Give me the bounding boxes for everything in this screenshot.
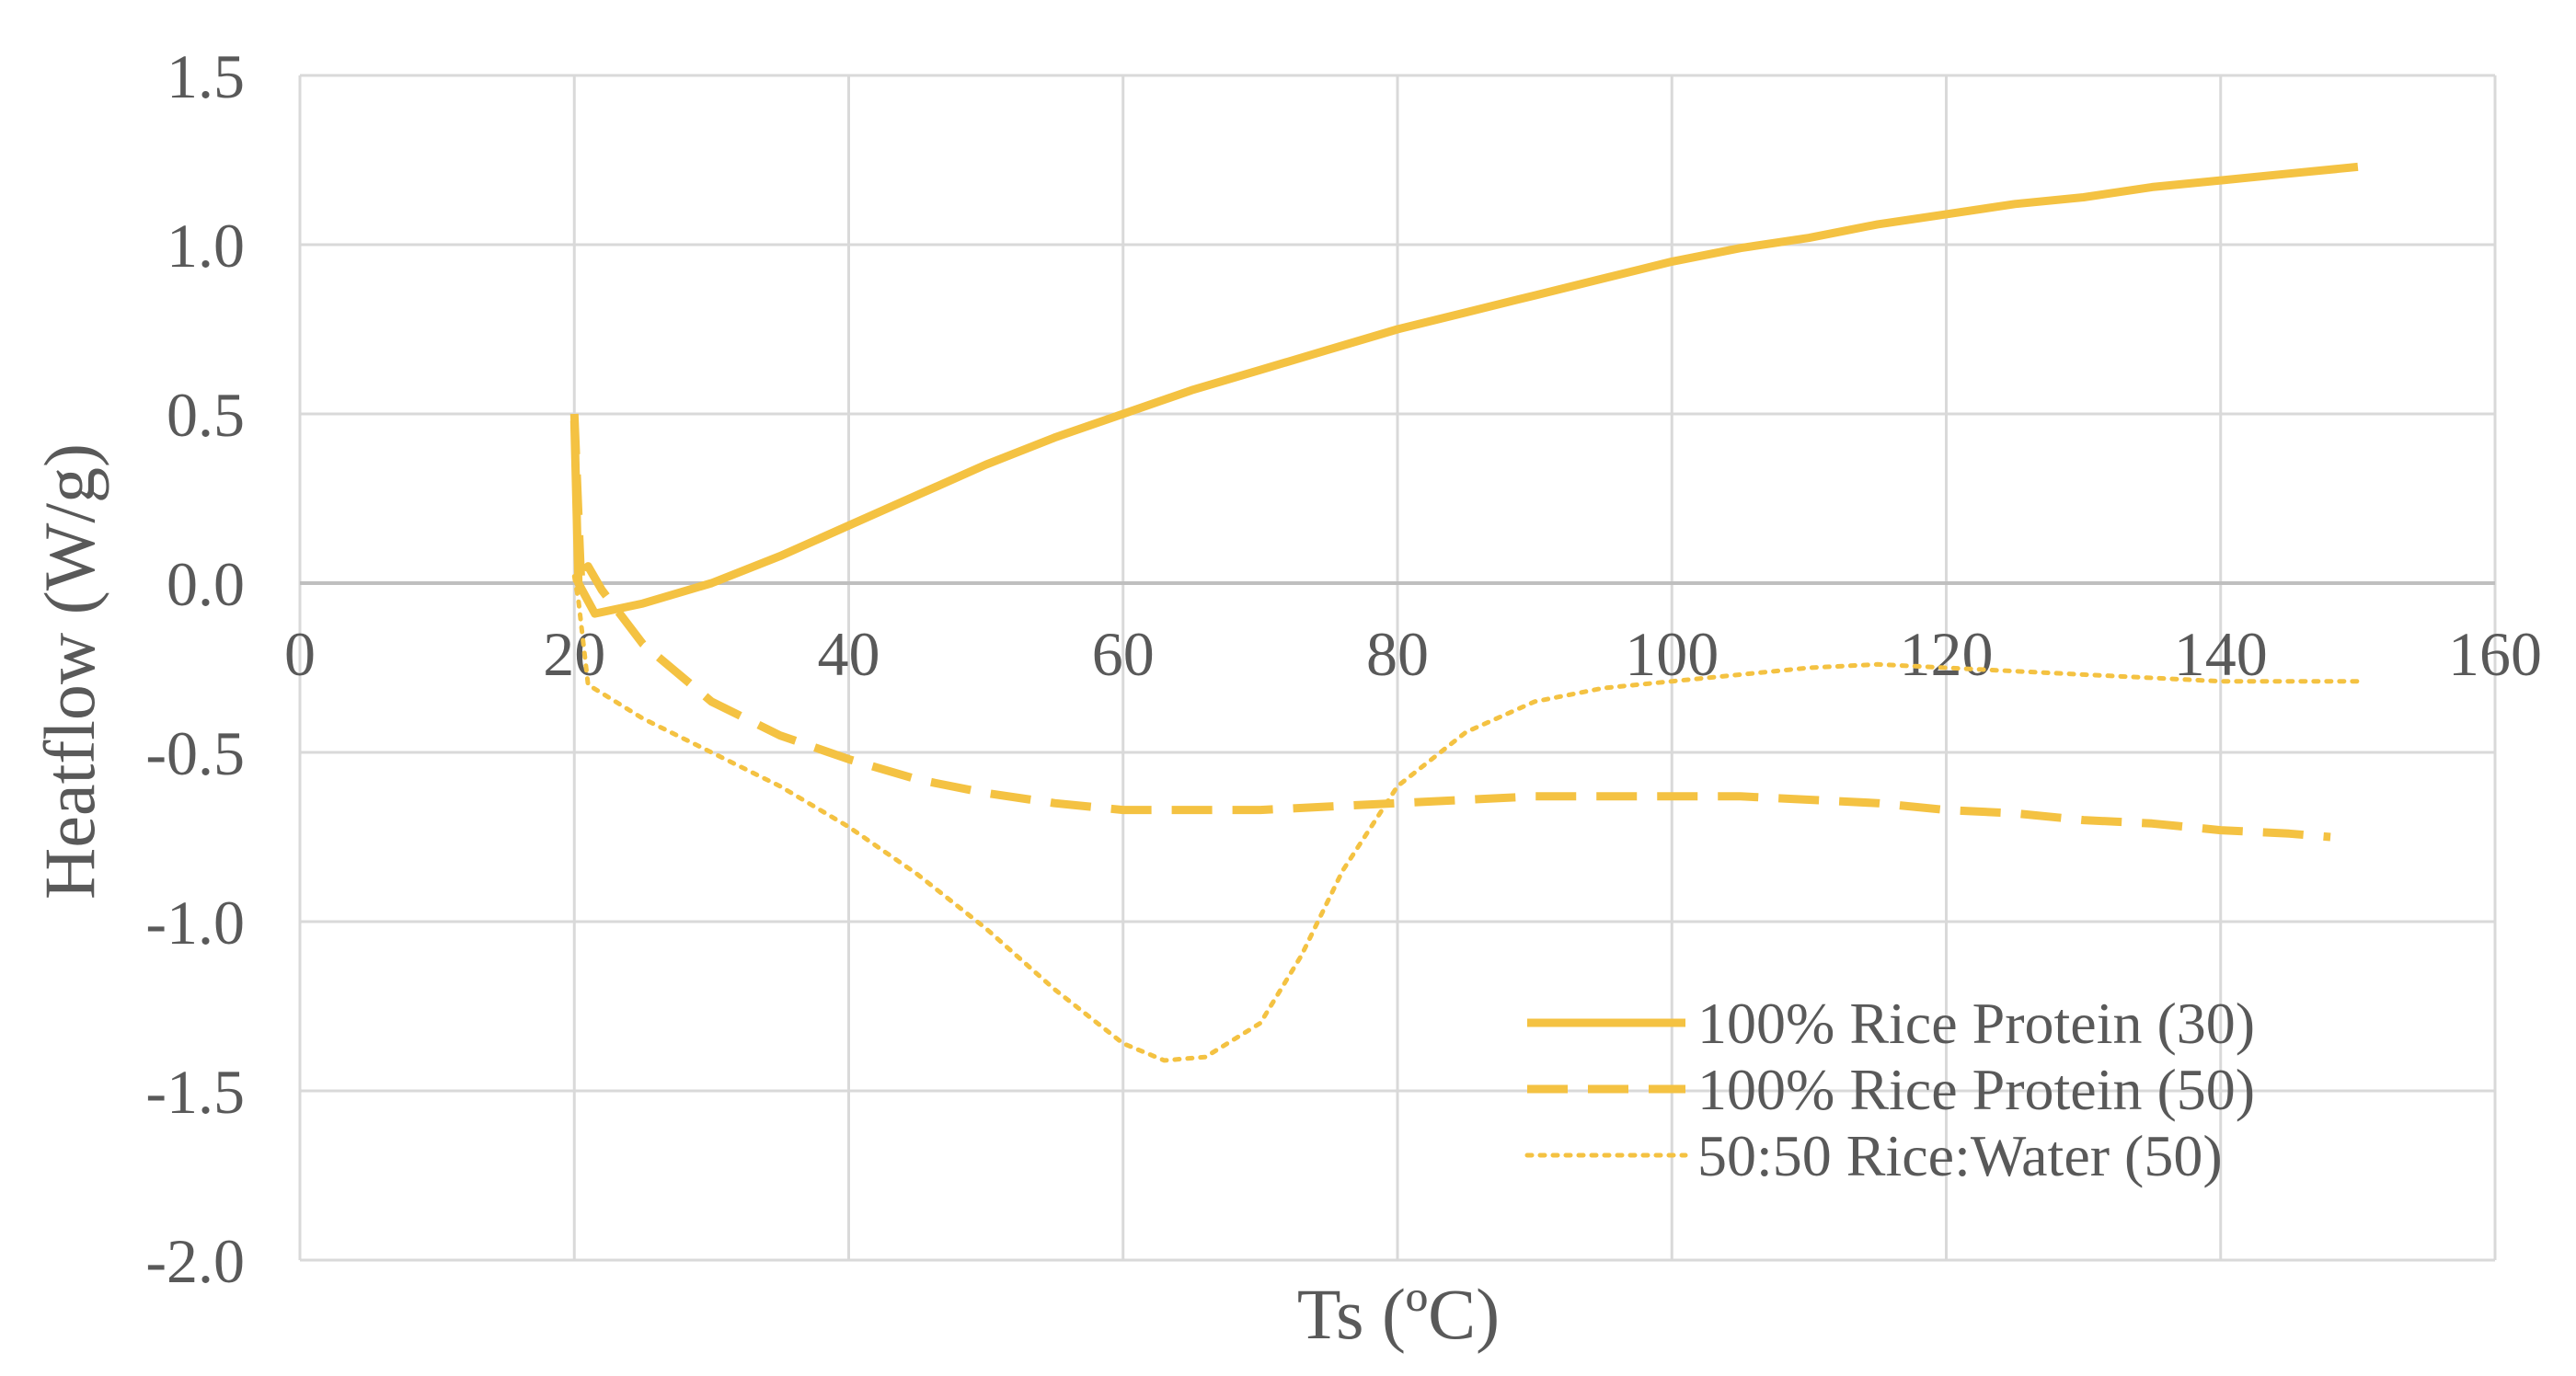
x-tick-label: 0 <box>284 619 316 689</box>
x-tick-label: 80 <box>1366 619 1429 689</box>
x-tick-label: 60 <box>1092 619 1155 689</box>
legend-label-2: 100% Rice Protein (50) <box>1697 1057 2255 1122</box>
series-lines <box>569 162 2361 1063</box>
y-axis-title: Heatflow (W/g) <box>29 443 109 900</box>
x-axis-title: Ts (ºC) <box>1297 1274 1500 1354</box>
x-tick-label: 20 <box>543 619 605 689</box>
legend-label-3: 50:50 Rice:Water (50) <box>1697 1123 2223 1188</box>
y-tick-label: -2.0 <box>145 1226 245 1296</box>
x-tick-label: 140 <box>2174 619 2268 689</box>
series-line-2 <box>569 413 2331 842</box>
axes: 0 20 40 60 80 100 120 140 160 1.5 1.0 0.5 0.0 -0.5 -1.… <box>145 41 2542 1296</box>
x-tick-label: 120 <box>1900 619 1994 689</box>
series-line-1 <box>569 162 2359 618</box>
y-tick-label: -0.5 <box>145 718 245 788</box>
y-tick-label: 0.5 <box>167 380 245 450</box>
series-line-3 <box>571 574 2361 1063</box>
y-tick-label: 1.0 <box>167 211 245 281</box>
x-tick-label: 100 <box>1625 619 1719 689</box>
y-tick-label: -1.5 <box>145 1057 245 1127</box>
x-tick-label: 160 <box>2448 619 2542 689</box>
legend: 100% Rice Protein (30)100% Rice Protein … <box>1524 991 2255 1188</box>
x-tick-label: 40 <box>818 619 880 689</box>
y-tick-label: 0.0 <box>167 549 245 619</box>
legend-label-1: 100% Rice Protein (30) <box>1697 991 2255 1056</box>
y-tick-label: 1.5 <box>167 41 245 111</box>
y-tick-label: -1.0 <box>145 888 245 957</box>
